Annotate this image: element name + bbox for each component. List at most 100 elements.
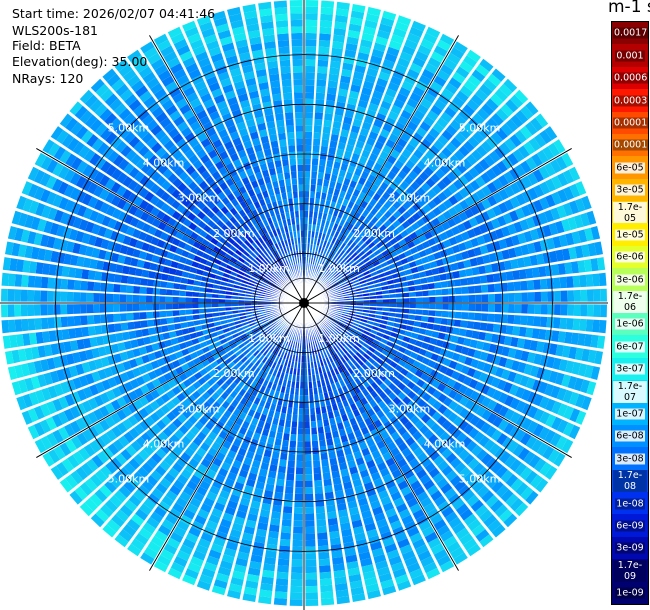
range-gate-cell — [341, 122, 351, 131]
range-gate-cell — [153, 368, 163, 377]
range-gate-cell — [437, 151, 448, 163]
range-gate-cell — [414, 258, 423, 266]
range-gate-cell — [390, 561, 405, 572]
range-gate-cell — [111, 78, 125, 92]
range-gate-cell — [354, 377, 362, 386]
range-gate-cell — [238, 388, 247, 397]
range-gate-cell — [135, 268, 143, 277]
range-gate-cell — [160, 281, 168, 288]
range-gate-cell — [461, 286, 469, 294]
range-gate-cell — [246, 573, 260, 583]
range-gate-cell — [238, 426, 248, 436]
range-gate-cell — [126, 370, 136, 380]
range-gate-cell — [377, 327, 386, 334]
range-gate-cell — [360, 345, 368, 353]
range-gate-cell — [204, 452, 215, 463]
range-gate-cell — [412, 165, 423, 176]
range-gate-cell — [293, 401, 299, 409]
range-gate-cell — [174, 429, 185, 440]
range-gate-cell — [192, 143, 203, 154]
range-gate-cell — [336, 373, 343, 382]
range-gate-cell — [8, 273, 16, 287]
range-gate-cell — [104, 480, 117, 493]
range-gate-cell — [122, 265, 130, 275]
range-gate-cell — [238, 270, 246, 276]
range-gate-cell — [292, 341, 296, 349]
range-gate-cell — [400, 318, 408, 325]
range-gate-cell — [379, 382, 388, 391]
range-gate-cell — [308, 375, 312, 382]
range-gate-cell — [60, 316, 68, 328]
range-gate-cell — [333, 272, 340, 278]
range-gate-cell — [64, 423, 76, 437]
range-gate-cell — [455, 66, 470, 79]
range-gate-cell — [424, 63, 438, 75]
range-gate-cell — [389, 237, 398, 246]
range-gate-cell — [160, 393, 171, 403]
range-gate-cell — [330, 369, 336, 377]
range-gate-cell — [323, 344, 328, 351]
range-gate-cell — [338, 321, 345, 326]
range-gate-cell — [73, 315, 82, 326]
range-gate-cell — [123, 131, 136, 144]
range-gate-cell — [345, 334, 352, 341]
range-gate-cell — [252, 271, 260, 277]
range-gate-cell — [235, 349, 243, 357]
range-gate-cell — [584, 364, 594, 379]
range-gate-cell — [442, 256, 451, 265]
range-gate-cell — [457, 373, 467, 383]
range-gate-cell — [320, 345, 326, 353]
range-gate-cell — [69, 101, 83, 116]
range-gate-cell — [193, 226, 203, 235]
range-gate-cell — [351, 4, 366, 13]
range-gate-cell — [35, 262, 44, 275]
range-gate-cell — [377, 461, 387, 472]
range-gate-cell — [420, 277, 428, 284]
range-gate-cell — [454, 114, 467, 126]
range-gate-cell — [340, 434, 349, 443]
range-gate-cell — [340, 234, 347, 242]
range-gate-cell — [211, 298, 219, 303]
range-gate-cell — [81, 362, 91, 374]
range-gate-cell — [590, 366, 601, 380]
range-gate-cell — [246, 228, 254, 237]
range-gate-cell — [308, 388, 314, 396]
range-gate-cell — [459, 533, 474, 546]
range-gate-cell — [450, 262, 459, 271]
range-gate-cell — [328, 250, 334, 258]
range-gate-cell — [346, 256, 353, 264]
range-gate-cell — [192, 216, 202, 225]
range-gate-cell — [461, 303, 469, 311]
range-gate-cell — [103, 228, 113, 239]
range-gate-cell — [337, 257, 344, 264]
range-gate-cell — [408, 261, 417, 268]
range-gate-cell — [385, 410, 395, 420]
range-gate-cell — [422, 303, 430, 309]
range-gate-cell — [443, 58, 458, 71]
range-gate-cell — [118, 435, 130, 448]
range-gate-cell — [203, 334, 212, 341]
range-gate-cell — [248, 394, 256, 403]
range-gate-cell — [192, 381, 202, 390]
range-gate-cell — [320, 330, 326, 338]
range-gate-cell — [161, 415, 172, 426]
range-gate-cell — [110, 230, 120, 241]
range-gate-cell — [514, 429, 526, 442]
range-gate-cell — [441, 147, 453, 158]
range-gate-cell — [435, 427, 446, 438]
range-gate-cell — [466, 99, 480, 112]
range-gate-cell — [507, 347, 517, 359]
range-gate-cell — [319, 26, 332, 35]
range-gate-cell — [56, 130, 69, 144]
range-gate-cell — [486, 242, 495, 253]
range-gate-cell — [277, 472, 286, 480]
range-gate-cell — [283, 338, 288, 345]
range-gate-cell — [179, 290, 186, 297]
range-gate-cell — [333, 328, 340, 334]
range-gate-cell — [128, 167, 140, 179]
range-gate-cell — [347, 30, 361, 39]
range-gate-cell — [316, 525, 327, 534]
range-gate-cell — [242, 324, 250, 330]
range-gate-cell — [510, 94, 524, 108]
range-gate-cell — [441, 506, 454, 518]
